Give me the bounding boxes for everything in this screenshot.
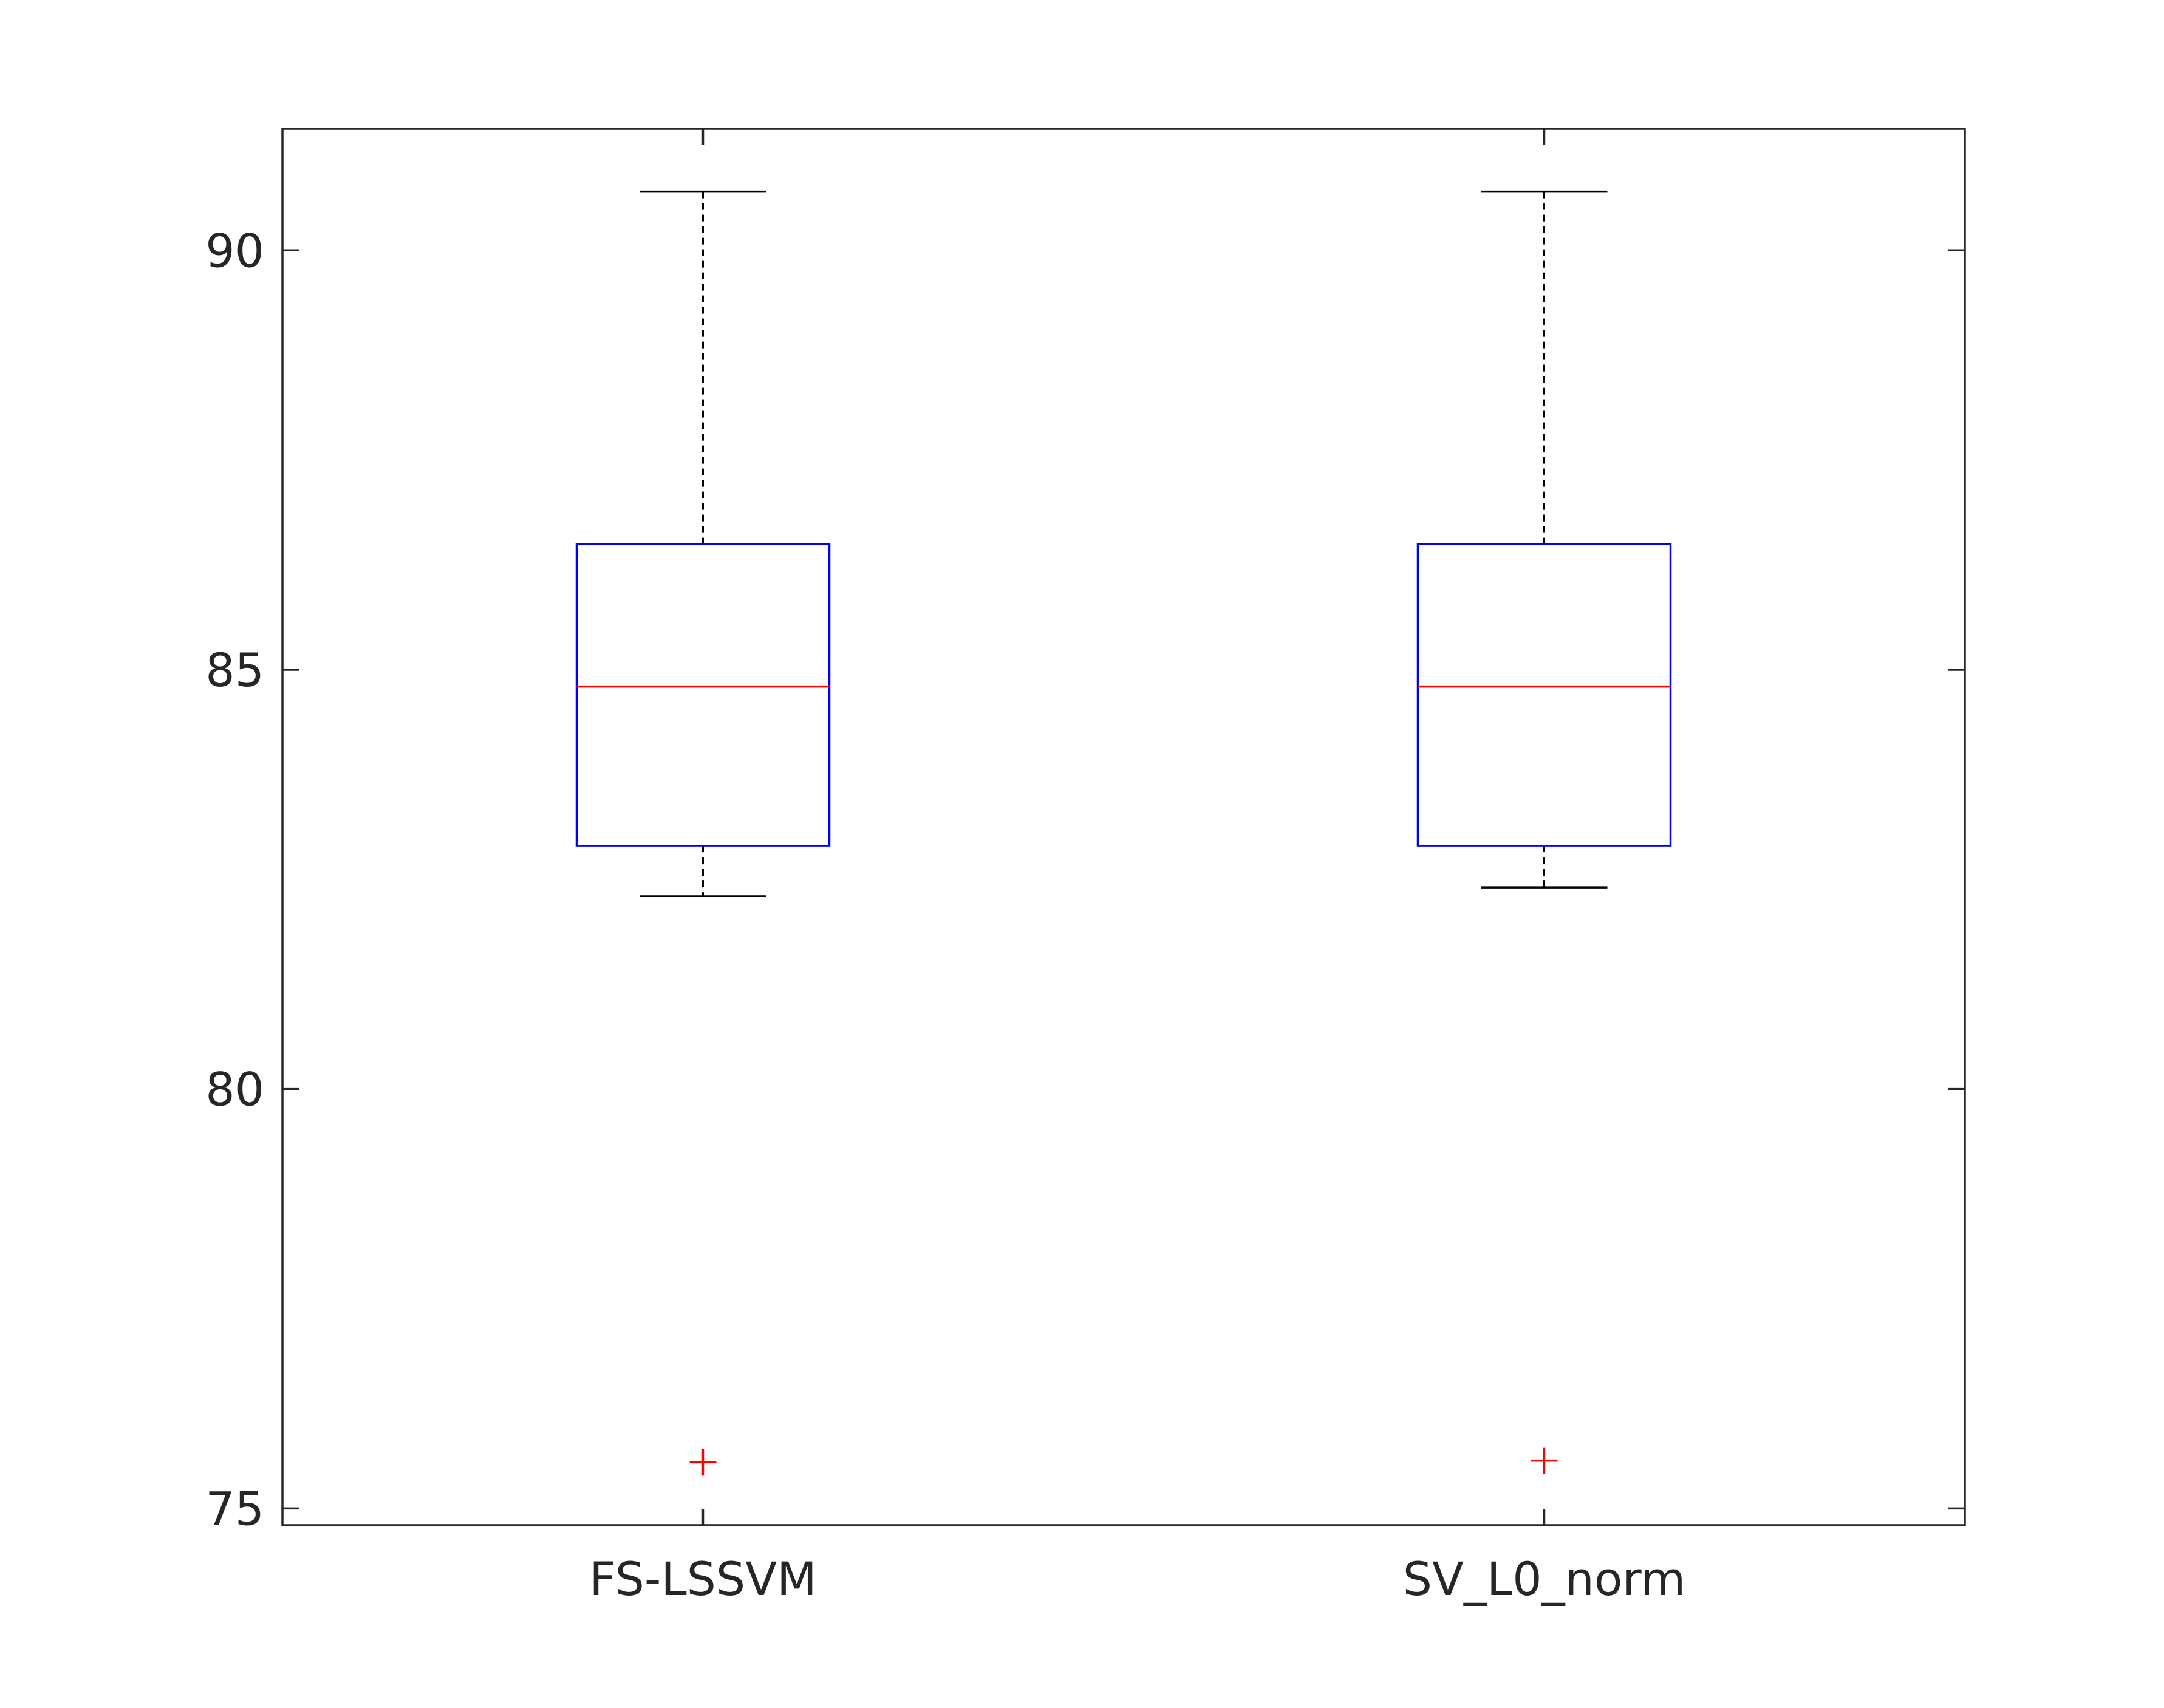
outlier-marker	[689, 1449, 717, 1476]
y-tick-label: 90	[205, 223, 264, 277]
box-group	[575, 190, 831, 1476]
plot-content	[575, 190, 1672, 1476]
y-axis: 75 80 85 90	[205, 223, 1965, 1536]
plot-area-frame	[281, 128, 1966, 1526]
y-tick-label: 80	[205, 1063, 264, 1117]
outlier-marker	[1531, 1447, 1558, 1474]
interquartile-box	[575, 543, 831, 847]
x-tick-label: FS-LSSVM	[589, 1552, 816, 1606]
y-tick-label: 85	[205, 643, 264, 697]
x-tick-label: SV_L0_norm	[1403, 1552, 1686, 1606]
box-group	[1416, 190, 1672, 1474]
y-tick-label: 75	[205, 1482, 264, 1536]
interquartile-box	[1416, 543, 1672, 847]
x-axis: FS-LSSVM SV_L0_norm	[589, 129, 1685, 1606]
